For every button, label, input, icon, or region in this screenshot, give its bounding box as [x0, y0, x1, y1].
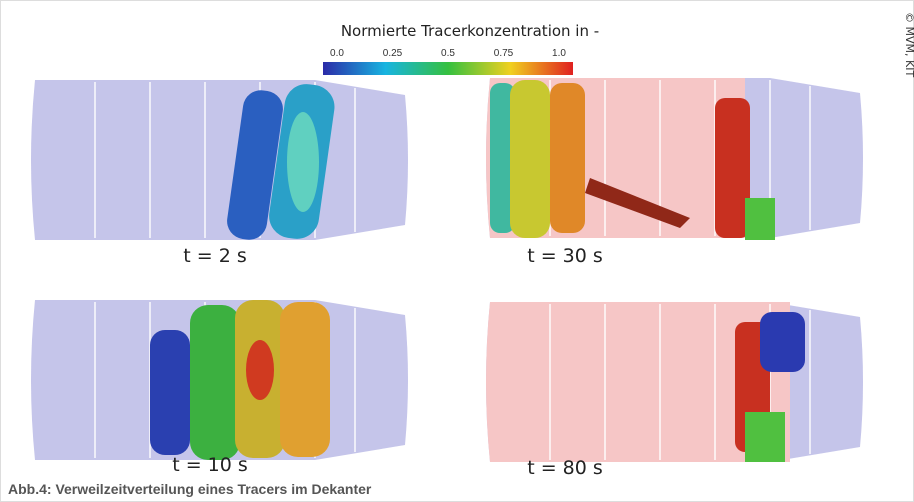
panel-label: t = 80 s: [527, 457, 603, 479]
panel-label: t = 2 s: [183, 245, 246, 267]
figure: Normierte Tracerkonzentration in - 0.0 0.…: [0, 0, 914, 502]
colorbar-tick-label: 0.25: [383, 48, 403, 59]
colorbar-tick-label: 1.0: [552, 48, 566, 59]
panel-label: t = 30 s: [527, 245, 603, 267]
decanter: [31, 80, 408, 242]
colorbar-tick-label: 0.5: [441, 48, 455, 59]
colorbar: [323, 62, 573, 75]
colorbar-tick-label: 0.75: [494, 48, 514, 59]
copyright: © MVM, KIT: [903, 12, 914, 77]
colorbar-tick-label: 0.0: [330, 48, 344, 59]
decanter: [486, 78, 863, 240]
panel-label: t = 10 s: [172, 454, 248, 476]
caption: Abb.4: Verweilzeitverteilung eines Trace…: [8, 481, 372, 497]
legend-title: Normierte Tracerkonzentration in -: [341, 22, 599, 40]
decanter: [31, 300, 408, 460]
decanter: [486, 302, 863, 462]
